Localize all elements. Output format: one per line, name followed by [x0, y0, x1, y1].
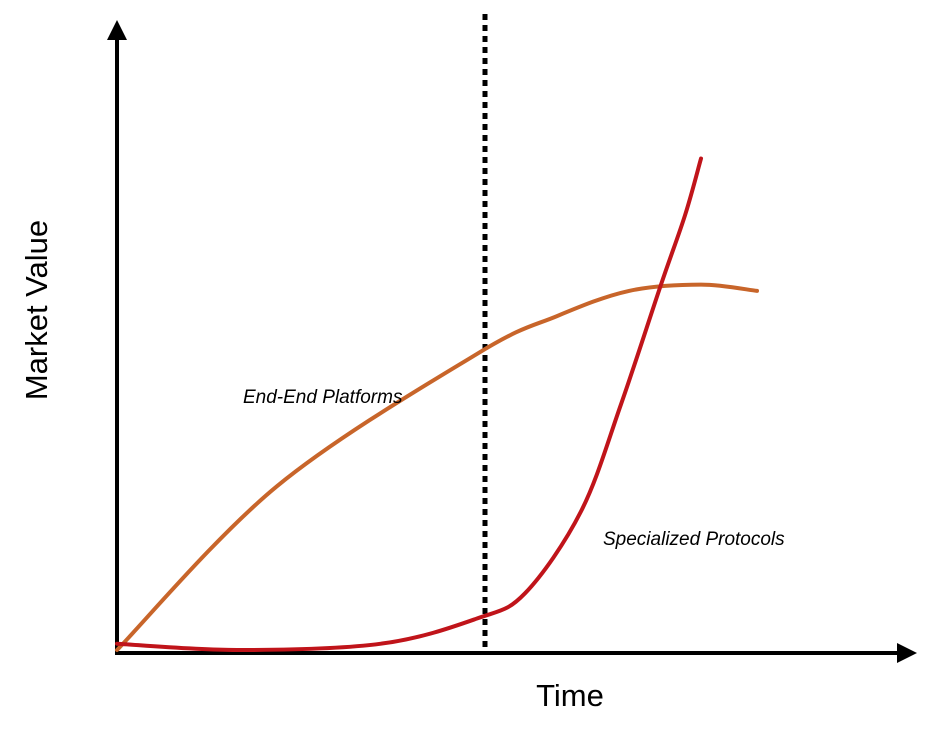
x-axis-arrow-icon: [897, 643, 917, 663]
series-line-end-end-platforms: [115, 282, 759, 652]
x-axis-title: Time: [536, 678, 604, 713]
series-label-end-end-platforms: End-End Platforms: [243, 387, 403, 408]
series-line-specialized-protocols: [115, 156, 703, 653]
y-axis-arrow-icon: [107, 20, 127, 40]
series-label-specialized-protocols: Specialized Protocols: [603, 529, 785, 550]
y-axis-title: Market Value: [19, 220, 54, 400]
